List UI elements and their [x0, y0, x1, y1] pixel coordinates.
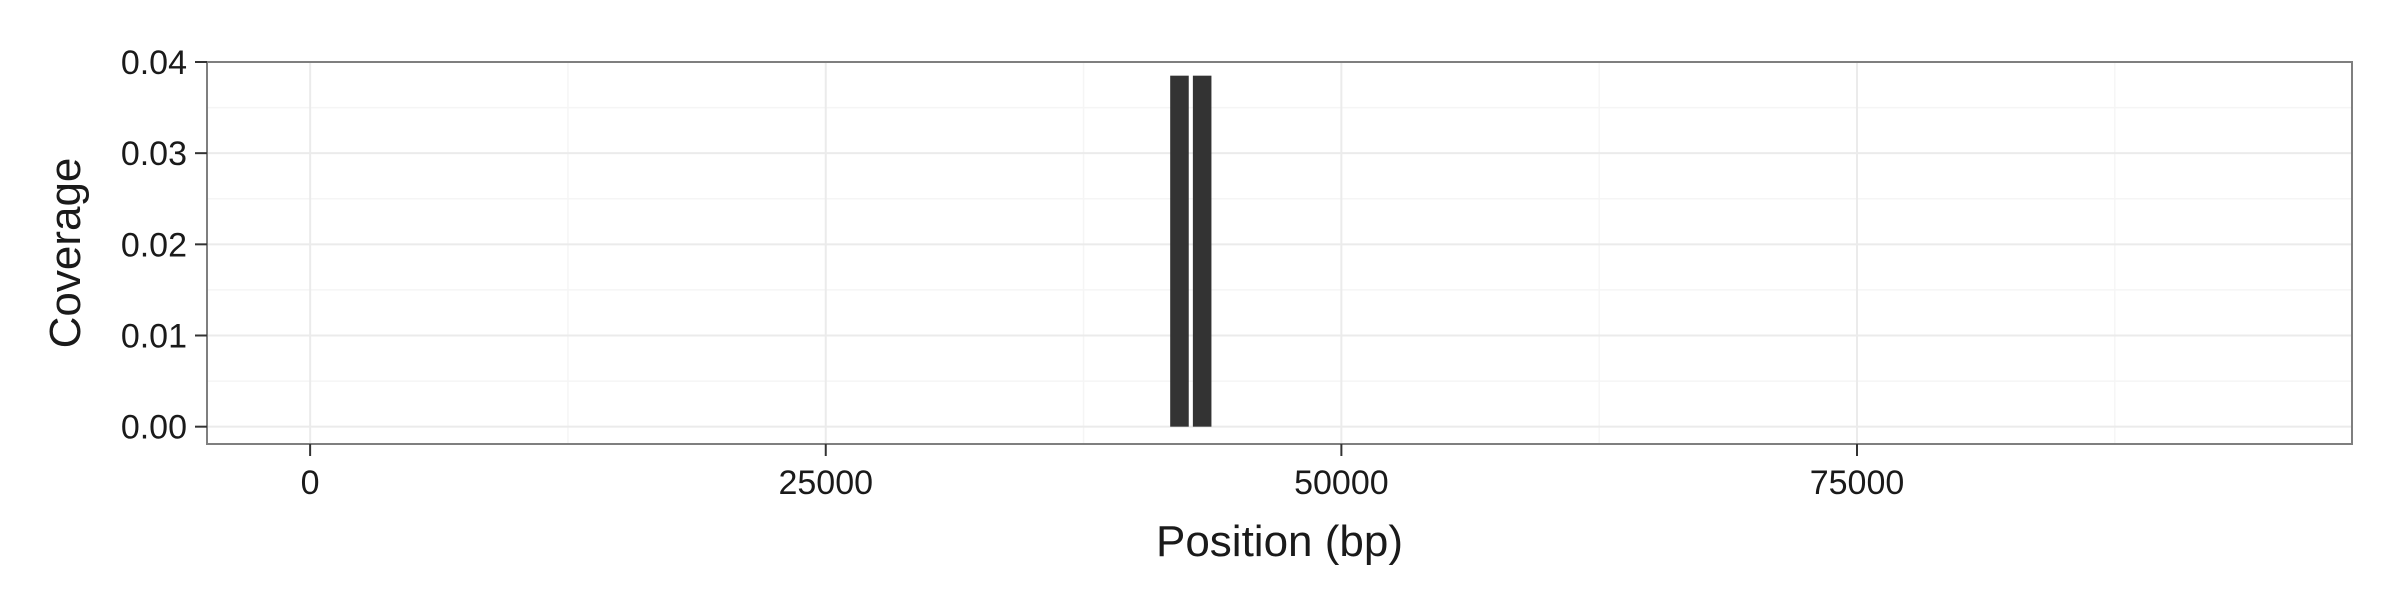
plot-panel — [207, 62, 2352, 444]
bars-layer — [1170, 75, 1212, 427]
coverage-bar-1 — [1170, 75, 1189, 427]
y-tick-label: 0.03 — [121, 135, 187, 173]
grid-layer — [207, 61, 2352, 444]
axes-layer: 0.00 0.01 0.02 0.03 0.04 0 25000 50000 75000 — [121, 44, 1904, 502]
y-axis-title: Coverage — [41, 158, 90, 349]
x-axis-title: Position (bp) — [1156, 517, 1403, 566]
y-tick-label: 0.01 — [121, 318, 187, 356]
x-tick-label: 75000 — [1810, 464, 1905, 502]
coverage-bar-2 — [1192, 75, 1212, 427]
y-tick-label: 0.00 — [121, 409, 187, 447]
x-tick-label: 50000 — [1294, 464, 1389, 502]
x-tick-label: 25000 — [778, 464, 873, 502]
panel-border — [206, 61, 2353, 445]
y-tick-label: 0.02 — [121, 226, 187, 264]
x-tick-label: 0 — [301, 464, 320, 502]
y-tick-label: 0.04 — [121, 44, 187, 82]
